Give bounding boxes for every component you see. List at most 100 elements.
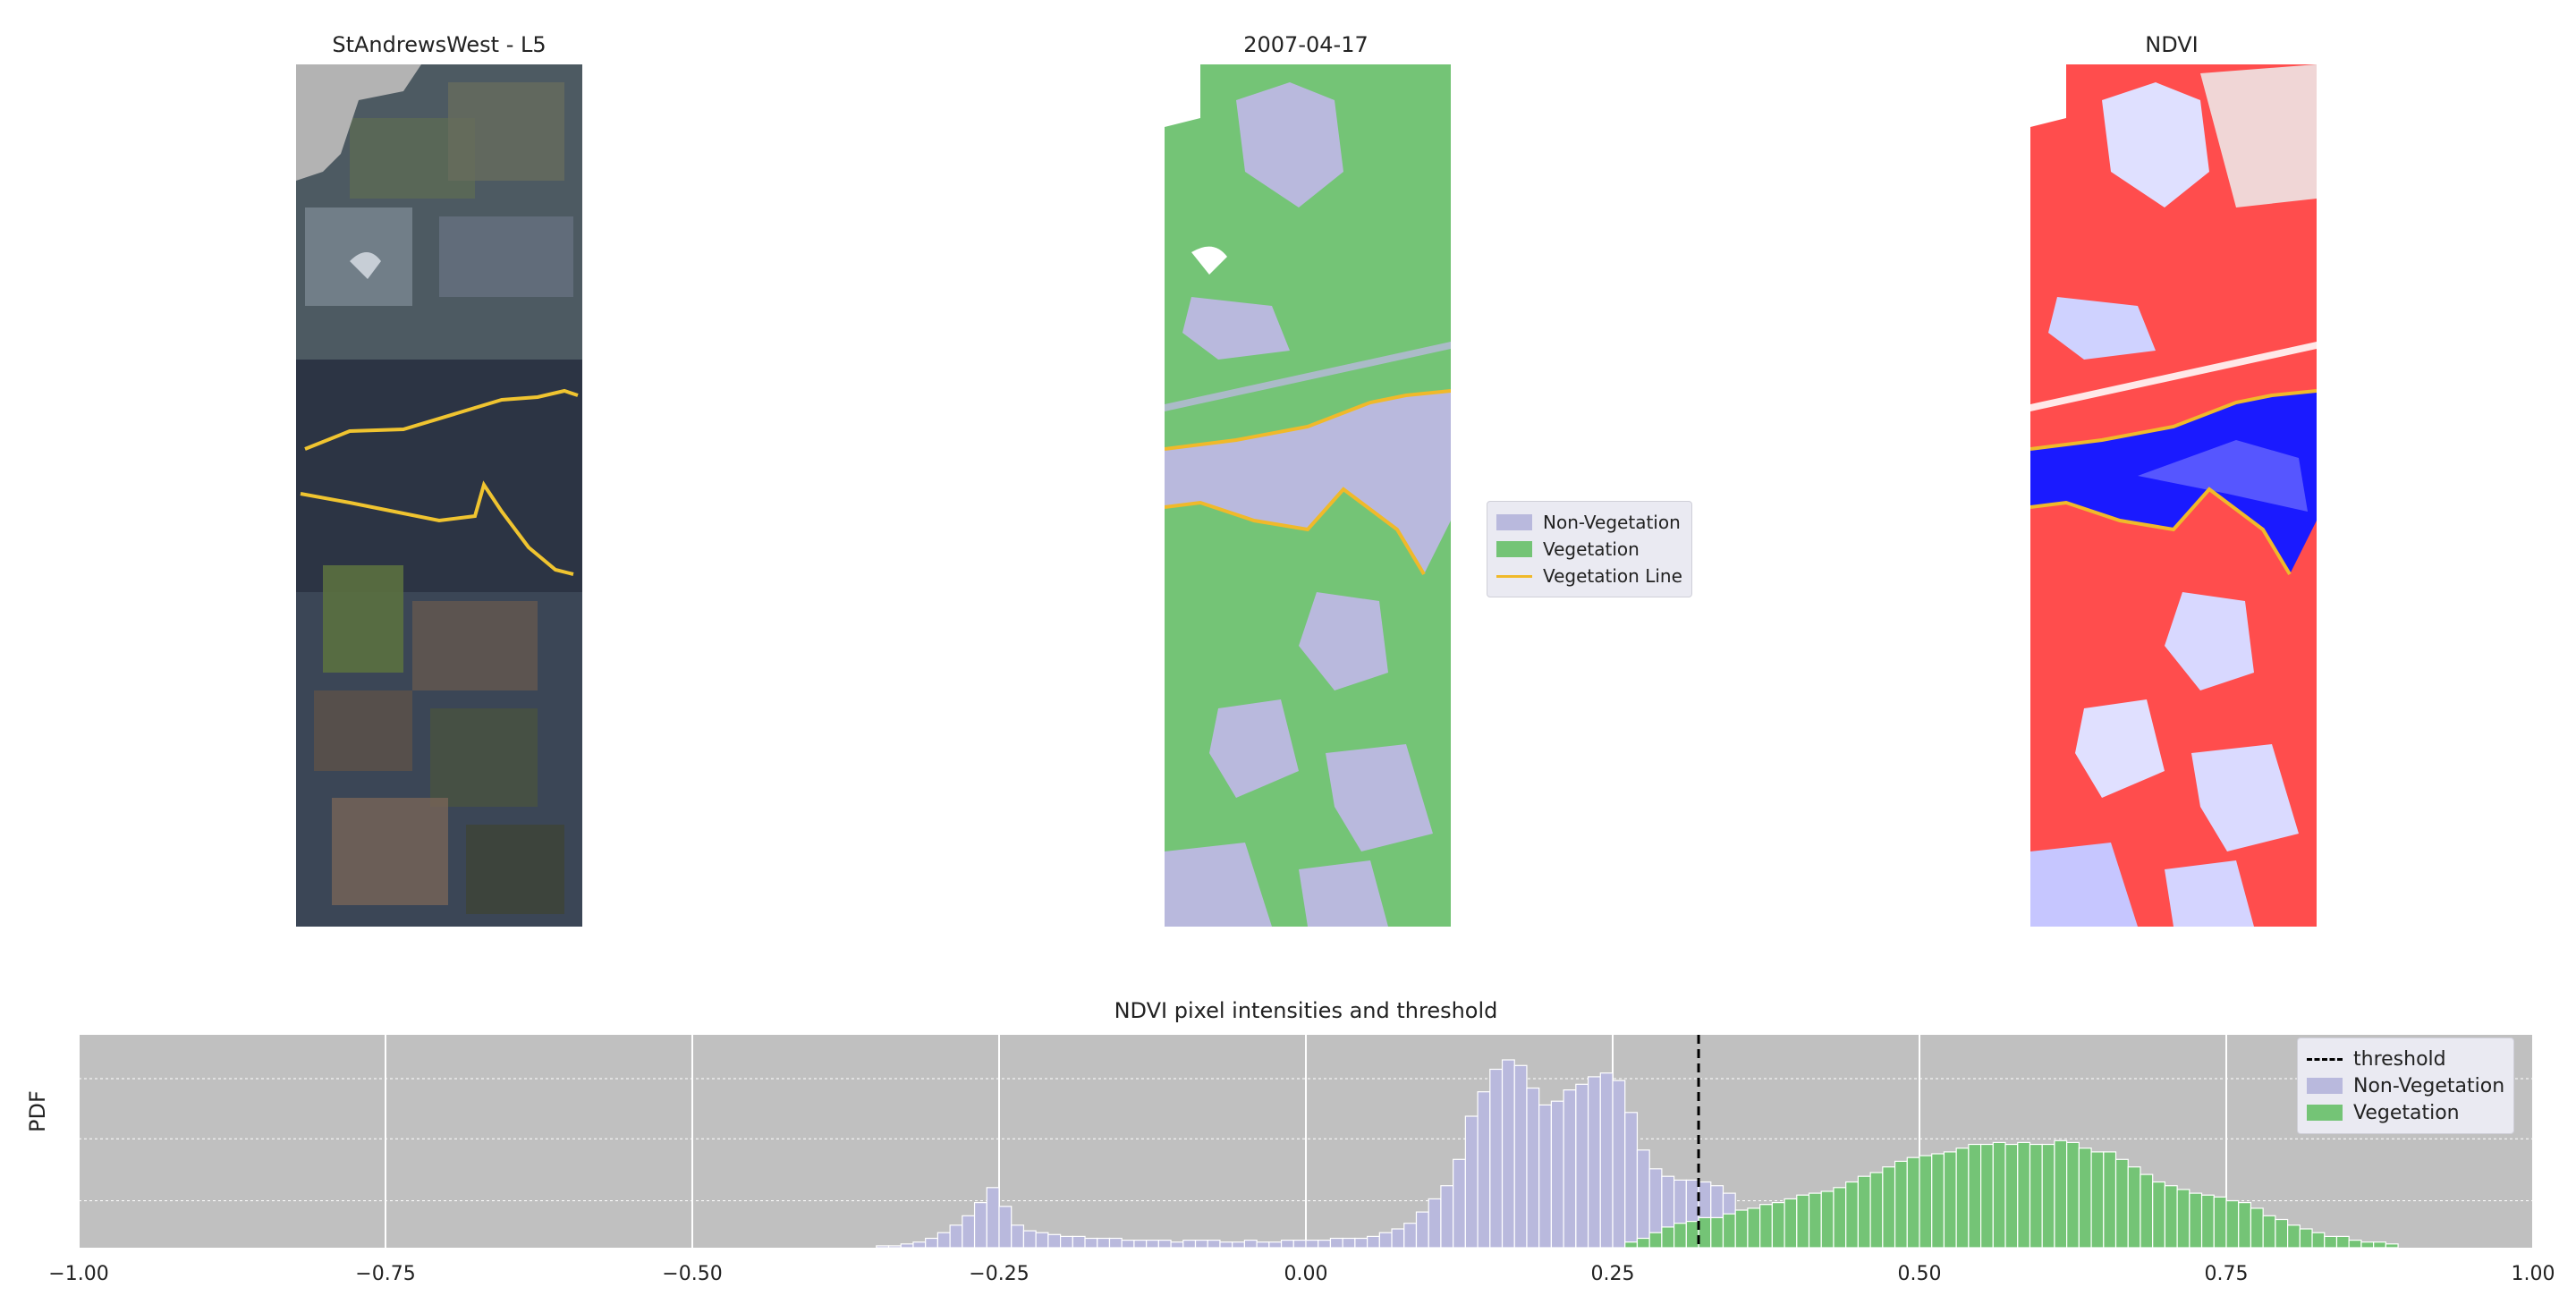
- legend-label: Vegetation Line: [1543, 565, 1682, 587]
- non-vegetation-bar: [962, 1215, 976, 1249]
- histogram-legend: threshold Non-Vegetation Vegetation: [2297, 1038, 2515, 1134]
- non-vegetation-bar: [1342, 1237, 1356, 1249]
- vegetation-bar: [1747, 1207, 1761, 1249]
- classification-legend: Non-Vegetation Vegetation Vegetation Lin…: [1487, 501, 1692, 597]
- legend-item-vegetation: Vegetation: [1496, 536, 1682, 563]
- non-vegetation-bar: [1292, 1239, 1307, 1249]
- non-vegetation-bar: [936, 1232, 951, 1249]
- histogram-title: NDVI pixel intensities and threshold: [1114, 998, 1498, 1023]
- non-vegetation-bar: [1477, 1091, 1491, 1249]
- vegetation-bar: [1869, 1172, 1884, 1249]
- legend-label: Vegetation: [1543, 538, 1640, 560]
- vegetation-bar: [2103, 1151, 2117, 1249]
- non-vegetation-bar: [1403, 1223, 1418, 1249]
- vegetation-bar: [2078, 1148, 2092, 1249]
- legend-item-non-vegetation: Non-Vegetation: [2307, 1072, 2504, 1099]
- vegetation-bar: [2250, 1207, 2264, 1249]
- x-tick-label: 0.75: [2205, 1263, 2249, 1285]
- vegetation-bar: [1882, 1166, 1896, 1249]
- non-vegetation-bar: [1391, 1228, 1405, 1249]
- non-vegetation-bar: [925, 1237, 939, 1249]
- vegetation-bar: [2348, 1239, 2362, 1249]
- vegetation-bar: [2054, 1139, 2068, 1249]
- vegetation-bar: [2090, 1151, 2105, 1249]
- vegetation-swatch: [2307, 1105, 2343, 1121]
- vegetation-bar: [1968, 1143, 1982, 1249]
- non-vegetation-bar: [1084, 1237, 1098, 1249]
- x-tick-label: −0.75: [355, 1263, 415, 1285]
- non-vegetation-bar: [1207, 1239, 1221, 1249]
- non-vegetation-bar: [1550, 1100, 1564, 1249]
- non-vegetation-bar: [1121, 1239, 1135, 1249]
- non-vegetation-bar: [1415, 1211, 1429, 1249]
- vegetation-bar: [2299, 1228, 2313, 1249]
- vegetation-bar: [1673, 1223, 1687, 1249]
- vegetation-bar: [1661, 1226, 1675, 1249]
- vegetation-bar: [2140, 1173, 2154, 1249]
- non-vegetation-bar: [1072, 1235, 1086, 1249]
- non-vegetation-bar: [1108, 1237, 1123, 1249]
- vegetation-bar: [2066, 1141, 2080, 1249]
- vegetation-bar: [1820, 1190, 1835, 1249]
- non-vegetation-bar: [1243, 1239, 1258, 1249]
- non-vegetation-bar: [1305, 1239, 1319, 1249]
- vegetation-bar: [2238, 1201, 2252, 1249]
- vegetation-bar: [2004, 1143, 2019, 1249]
- vegetation-bar: [2114, 1158, 2129, 1249]
- vegetation-bar: [1845, 1181, 1859, 1249]
- vegetation-bar: [2213, 1196, 2227, 1249]
- vegetation-bar: [1734, 1209, 1749, 1249]
- vegetation-bar: [2127, 1166, 2141, 1249]
- x-tick-label: 0.50: [1898, 1263, 1942, 1285]
- x-tick-label: −0.50: [662, 1263, 722, 1285]
- non-vegetation-bar: [1513, 1064, 1528, 1249]
- non-vegetation-bar: [1575, 1083, 1589, 1249]
- threshold-swatch: [2307, 1057, 2343, 1061]
- vegetation-bar: [2225, 1199, 2240, 1249]
- vegetation-bar: [1980, 1143, 1994, 1249]
- vegetation-bar: [1698, 1216, 1712, 1249]
- vegetation-bar: [1857, 1175, 1871, 1249]
- non-vegetation-bar: [1378, 1232, 1393, 1249]
- non-vegetation-bar: [1453, 1158, 1466, 1249]
- vegetation-bar: [1771, 1201, 1785, 1249]
- non-vegetation-bar: [1501, 1059, 1515, 1249]
- vegetation-bar: [1955, 1148, 1970, 1249]
- vegetation-bar: [2041, 1143, 2055, 1249]
- non-vegetation-bar: [1366, 1235, 1380, 1249]
- vegetation-bar: [1919, 1155, 1933, 1249]
- non-vegetation-bar: [1194, 1239, 1208, 1249]
- vegetation-bar: [1759, 1204, 1773, 1249]
- non-vegetation-bar: [1563, 1088, 1577, 1249]
- ndvi-panel-title: NDVI: [2145, 32, 2199, 57]
- non-vegetation-bar: [1268, 1241, 1283, 1249]
- non-vegetation-bar: [1232, 1241, 1246, 1249]
- vegetation-bar: [1992, 1141, 2006, 1249]
- non-vegetation-bar: [986, 1187, 1000, 1249]
- legend-item-vegetation-line: Vegetation Line: [1496, 563, 1682, 589]
- x-tick-label: 0.00: [1284, 1263, 1328, 1285]
- vegetation-bar: [1685, 1220, 1699, 1249]
- non-vegetation-bar: [1182, 1239, 1197, 1249]
- x-tick-label: −0.25: [969, 1263, 1029, 1285]
- vegetation-bar: [2176, 1189, 2190, 1249]
- vegetation-bar: [1833, 1187, 1847, 1249]
- legend-item-non-vegetation: Non-Vegetation: [1496, 509, 1682, 536]
- non-vegetation-bar: [1489, 1068, 1504, 1249]
- vegetation-bar: [2335, 1235, 2350, 1249]
- non-vegetation-bar: [1097, 1237, 1111, 1249]
- vegetation-bar: [2373, 1241, 2386, 1249]
- non-vegetation-bar: [1318, 1239, 1332, 1249]
- legend-item-threshold: threshold: [2307, 1046, 2504, 1072]
- non-vegetation-bar: [876, 1245, 890, 1249]
- vegetation-bar: [2275, 1218, 2289, 1249]
- vegetation-bar: [1894, 1160, 1908, 1249]
- vegetation-bar: [2324, 1235, 2338, 1249]
- classification-panel-title: 2007-04-17: [1243, 32, 1368, 57]
- vegetation-bar: [1624, 1241, 1639, 1249]
- vegetation-bar: [2200, 1194, 2215, 1249]
- vegetation-bar: [1808, 1192, 1822, 1249]
- non-vegetation-bar: [949, 1224, 963, 1249]
- vegetation-bar: [1943, 1151, 1957, 1249]
